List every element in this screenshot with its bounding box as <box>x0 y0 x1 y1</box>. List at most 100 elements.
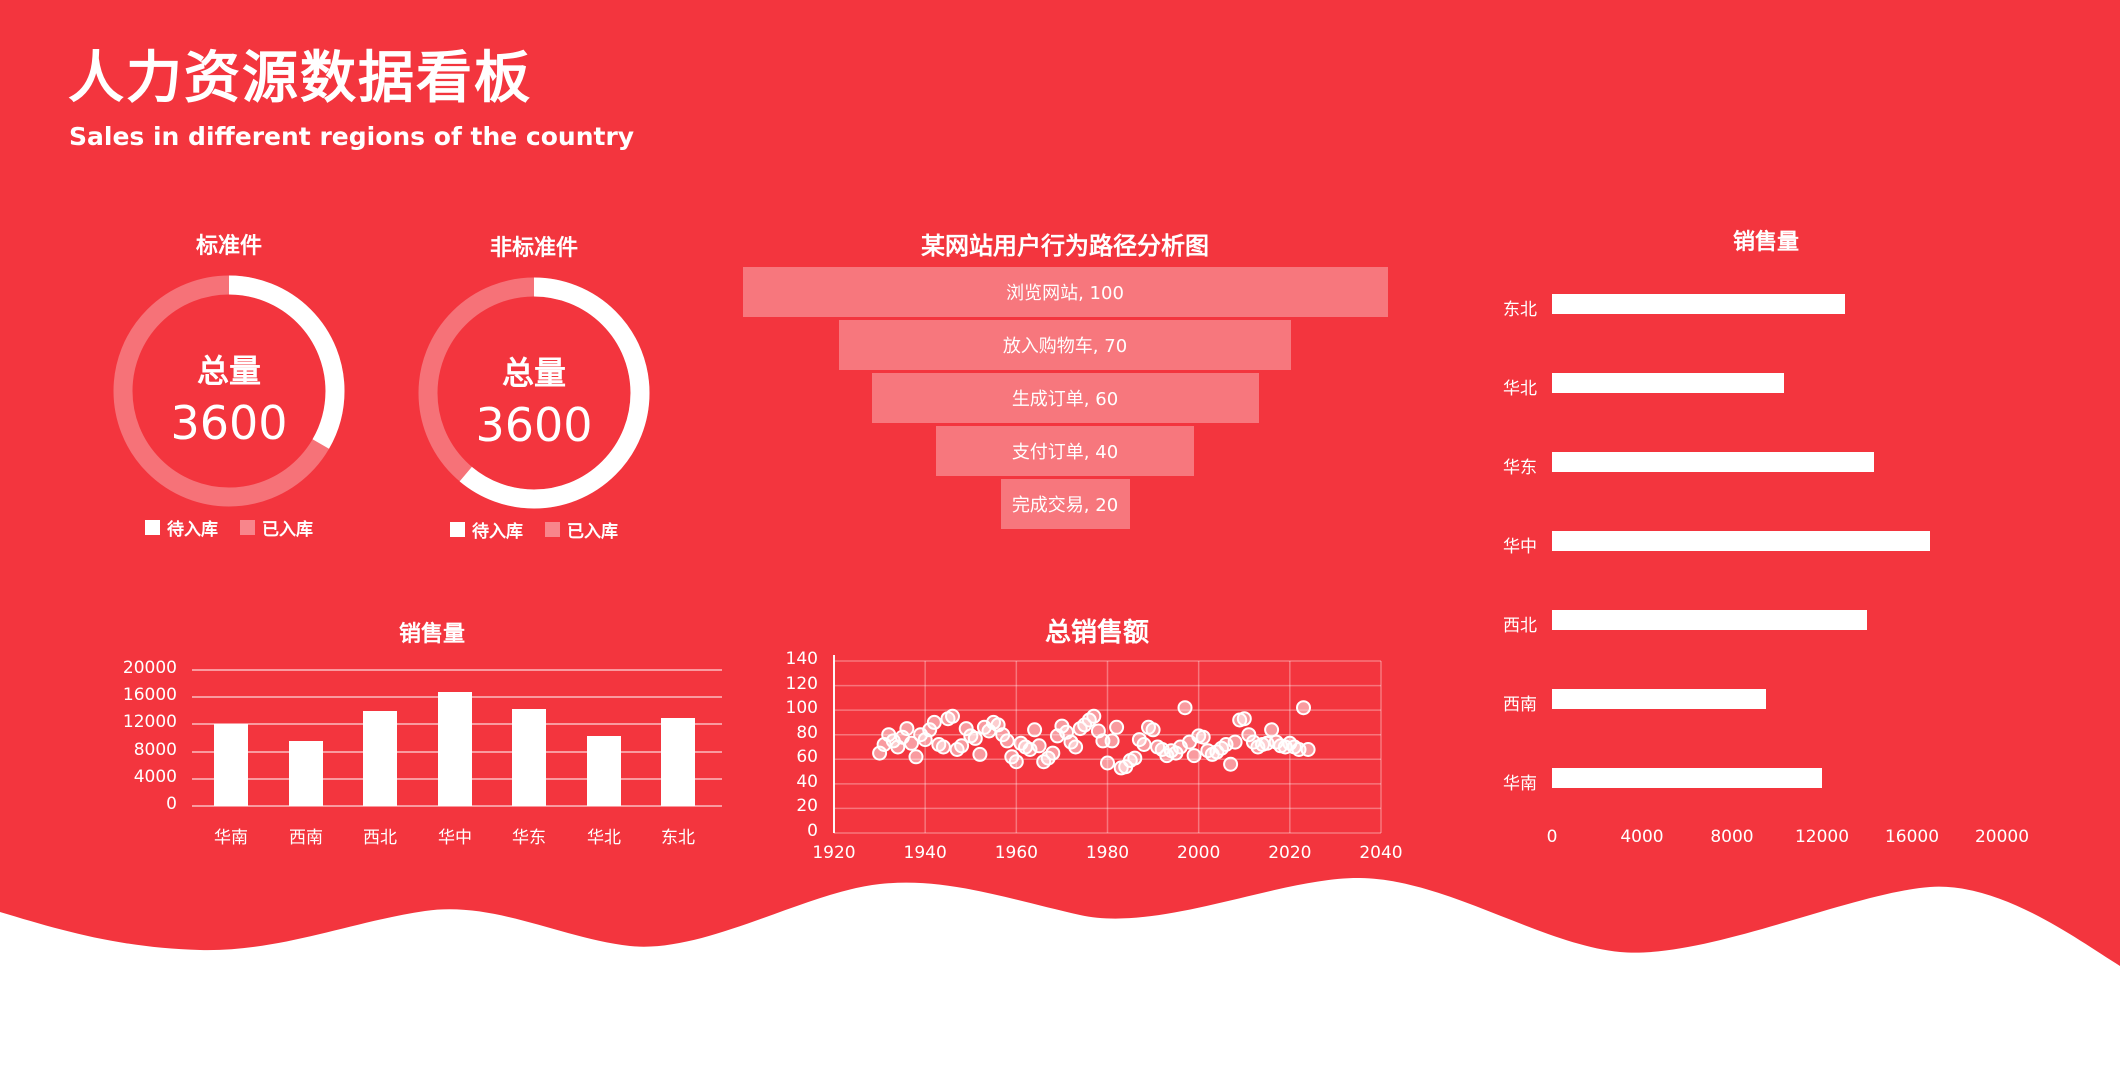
vbar-gridline <box>192 805 722 807</box>
legend-swatch-pink <box>545 522 560 537</box>
page-subtitle: Sales in different regions of the countr… <box>69 122 635 151</box>
scatter-x-tick: 1980 <box>1085 843 1130 863</box>
hbar-bar-西南 <box>1552 689 1766 709</box>
scatter-y-tick: 80 <box>796 722 818 743</box>
hbar-x-tick: 8000 <box>1710 827 1754 847</box>
vbar-y-tick: 8000 <box>133 739 177 760</box>
donut-standard-center-label: 总量 <box>196 352 261 390</box>
scatter-point <box>1264 722 1280 738</box>
scatter-point <box>972 746 988 762</box>
scatter-point <box>1054 718 1070 734</box>
scatter-x-tick: 2040 <box>1359 843 1403 863</box>
scatter-point <box>1150 739 1166 755</box>
vbar-bar-华东 <box>512 708 546 806</box>
hbar-category-label: 华东 <box>1503 458 1537 478</box>
donut-standard-legend: 待入库 已入库 <box>99 515 359 540</box>
scatter-point <box>1191 728 1207 744</box>
scatter-point <box>986 714 1001 730</box>
scatter-point <box>1031 738 1047 754</box>
scatter-point <box>1022 742 1038 757</box>
scatter-point <box>1008 754 1024 770</box>
scatter-point <box>1182 734 1197 750</box>
scatter-point <box>999 733 1015 749</box>
scatter-point <box>1259 735 1275 751</box>
vbar-y-tick: 0 <box>166 794 177 814</box>
funnel-stage-label: 放入购物车, 70 <box>1002 336 1128 357</box>
scatter-point <box>1163 743 1179 759</box>
scatter-point <box>1204 746 1220 762</box>
scatter-point <box>885 733 901 749</box>
scatter-x-tick: 1920 <box>812 843 856 863</box>
scatter-point <box>1300 742 1316 757</box>
scatter-point <box>1223 756 1239 772</box>
scatter-point <box>976 719 992 735</box>
legend-swatch-white <box>450 522 465 537</box>
scatter-point <box>1209 744 1225 760</box>
scatter-x-tick: 1960 <box>994 843 1038 863</box>
scatter-point <box>981 723 997 739</box>
scatter-point <box>1268 734 1284 750</box>
donut-nonstandard-legend: 待入库 已入库 <box>404 517 664 542</box>
scatter-point <box>1227 734 1243 750</box>
scatter-point <box>1214 740 1229 756</box>
scatter-x-tick: 2000 <box>1177 843 1221 863</box>
donut-nonstandard-center-value: 3600 <box>475 398 593 452</box>
donut-nonstandard-title: 非标准件 <box>489 236 578 261</box>
scatter-point <box>1049 728 1065 744</box>
scatter-y-tick: 100 <box>785 698 818 719</box>
hbar-x-tick: 0 <box>1546 827 1558 847</box>
scatter-point <box>1232 712 1248 728</box>
hbar-category-label: 东北 <box>1503 300 1537 320</box>
scatter-point <box>1040 750 1056 766</box>
scatter-point <box>1068 739 1084 755</box>
vbar-bar-东北 <box>661 717 695 806</box>
vbar-category-label: 西南 <box>289 828 323 848</box>
vbar-category-label: 华中 <box>438 828 472 848</box>
scatter-point <box>922 722 938 738</box>
scatter-point <box>1104 733 1120 749</box>
hbar-category-label: 西南 <box>1503 695 1537 715</box>
scatter-point <box>913 727 929 743</box>
scatter-point <box>899 721 915 737</box>
donut-standard-center-value: 3600 <box>170 396 288 450</box>
scatter-point <box>967 730 983 746</box>
scatter-point <box>1100 755 1115 771</box>
scatter-point <box>1145 722 1161 738</box>
scatter-point <box>1131 732 1147 748</box>
funnel-stage-label: 完成交易, 20 <box>1011 495 1119 516</box>
funnel-title: 某网站用户行为路径分析图 <box>921 232 1209 260</box>
scatter-point <box>1218 737 1234 752</box>
wave-shape <box>0 877 2120 1073</box>
scatter-point <box>931 737 947 752</box>
scatter-point <box>1004 749 1020 765</box>
vbar-category-label: 华东 <box>512 828 546 848</box>
hbar-category-label: 华南 <box>1503 774 1537 794</box>
donut-nonstandard-arc <box>418 277 650 509</box>
vbar-bar-西北 <box>363 710 397 806</box>
legend-item-stored: 已入库 <box>240 515 313 540</box>
donut-nonstandard-chart <box>418 277 650 509</box>
scatter-point <box>995 727 1011 743</box>
funnel-stage-1: 浏览网站, 100 <box>742 267 1388 317</box>
donut-standard-title: 标准件 <box>195 234 262 259</box>
scatter-point <box>876 737 892 752</box>
hbar-bar-华中 <box>1552 531 1930 551</box>
scatter-point <box>1063 734 1079 750</box>
scatter-point <box>1255 737 1270 752</box>
vbar-category-label: 西北 <box>363 828 397 848</box>
vbar-bar-华北 <box>587 735 621 806</box>
scatter-y-tick: 20 <box>796 796 818 817</box>
scatter-point <box>1018 739 1033 755</box>
hbar-bar-华东 <box>1552 452 1874 472</box>
scatter-point <box>1122 753 1138 768</box>
hbar-category-label: 华中 <box>1503 537 1537 557</box>
vbar-title: 销售量 <box>398 622 465 647</box>
vbar-bar-华南 <box>214 724 248 806</box>
scatter-point <box>1059 724 1074 740</box>
scatter-point <box>958 721 974 737</box>
scatter-point <box>1186 748 1202 764</box>
hbar-bar-东北 <box>1552 294 1845 314</box>
scatter-point <box>1118 759 1134 775</box>
scatter-point <box>954 738 970 754</box>
hbar-bar-西北 <box>1552 610 1867 630</box>
